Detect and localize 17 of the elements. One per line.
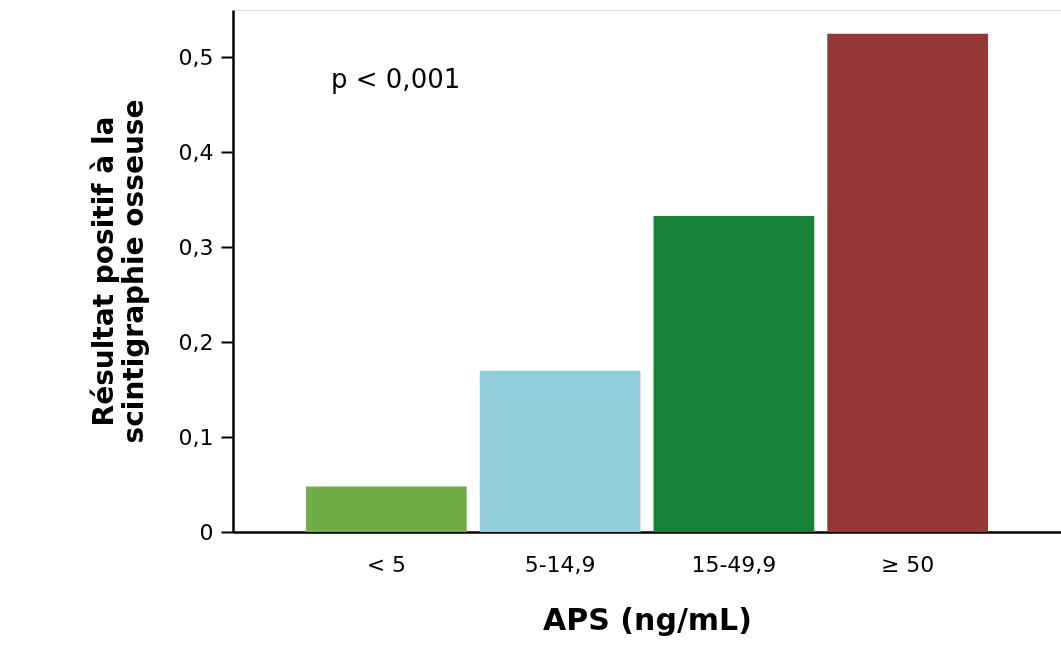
x-axis-title: APS (ng/mL) bbox=[543, 601, 752, 637]
x-tick-label: 5-14,9 bbox=[524, 551, 596, 577]
y-tick-label: 0,2 bbox=[178, 329, 214, 355]
bar bbox=[479, 370, 641, 532]
x-tick-label: < 5 bbox=[366, 551, 407, 577]
bar bbox=[653, 215, 815, 532]
y-tick-label: 0,3 bbox=[178, 234, 214, 260]
bar bbox=[305, 486, 467, 532]
y-tick-label: 0,1 bbox=[178, 424, 214, 450]
y-tick-label: 0 bbox=[199, 519, 214, 545]
y-tick-label: 0,5 bbox=[178, 44, 214, 70]
x-tick-label: ≥ 50 bbox=[880, 551, 935, 577]
annotation: p < 0,001 bbox=[331, 64, 461, 94]
bar bbox=[827, 33, 989, 532]
x-tick-label: 15-49,9 bbox=[691, 551, 777, 577]
y-tick-label: 0,4 bbox=[178, 139, 214, 165]
y-axis-title: Résultat positif à la scintigraphie osseuse bbox=[86, 99, 150, 444]
